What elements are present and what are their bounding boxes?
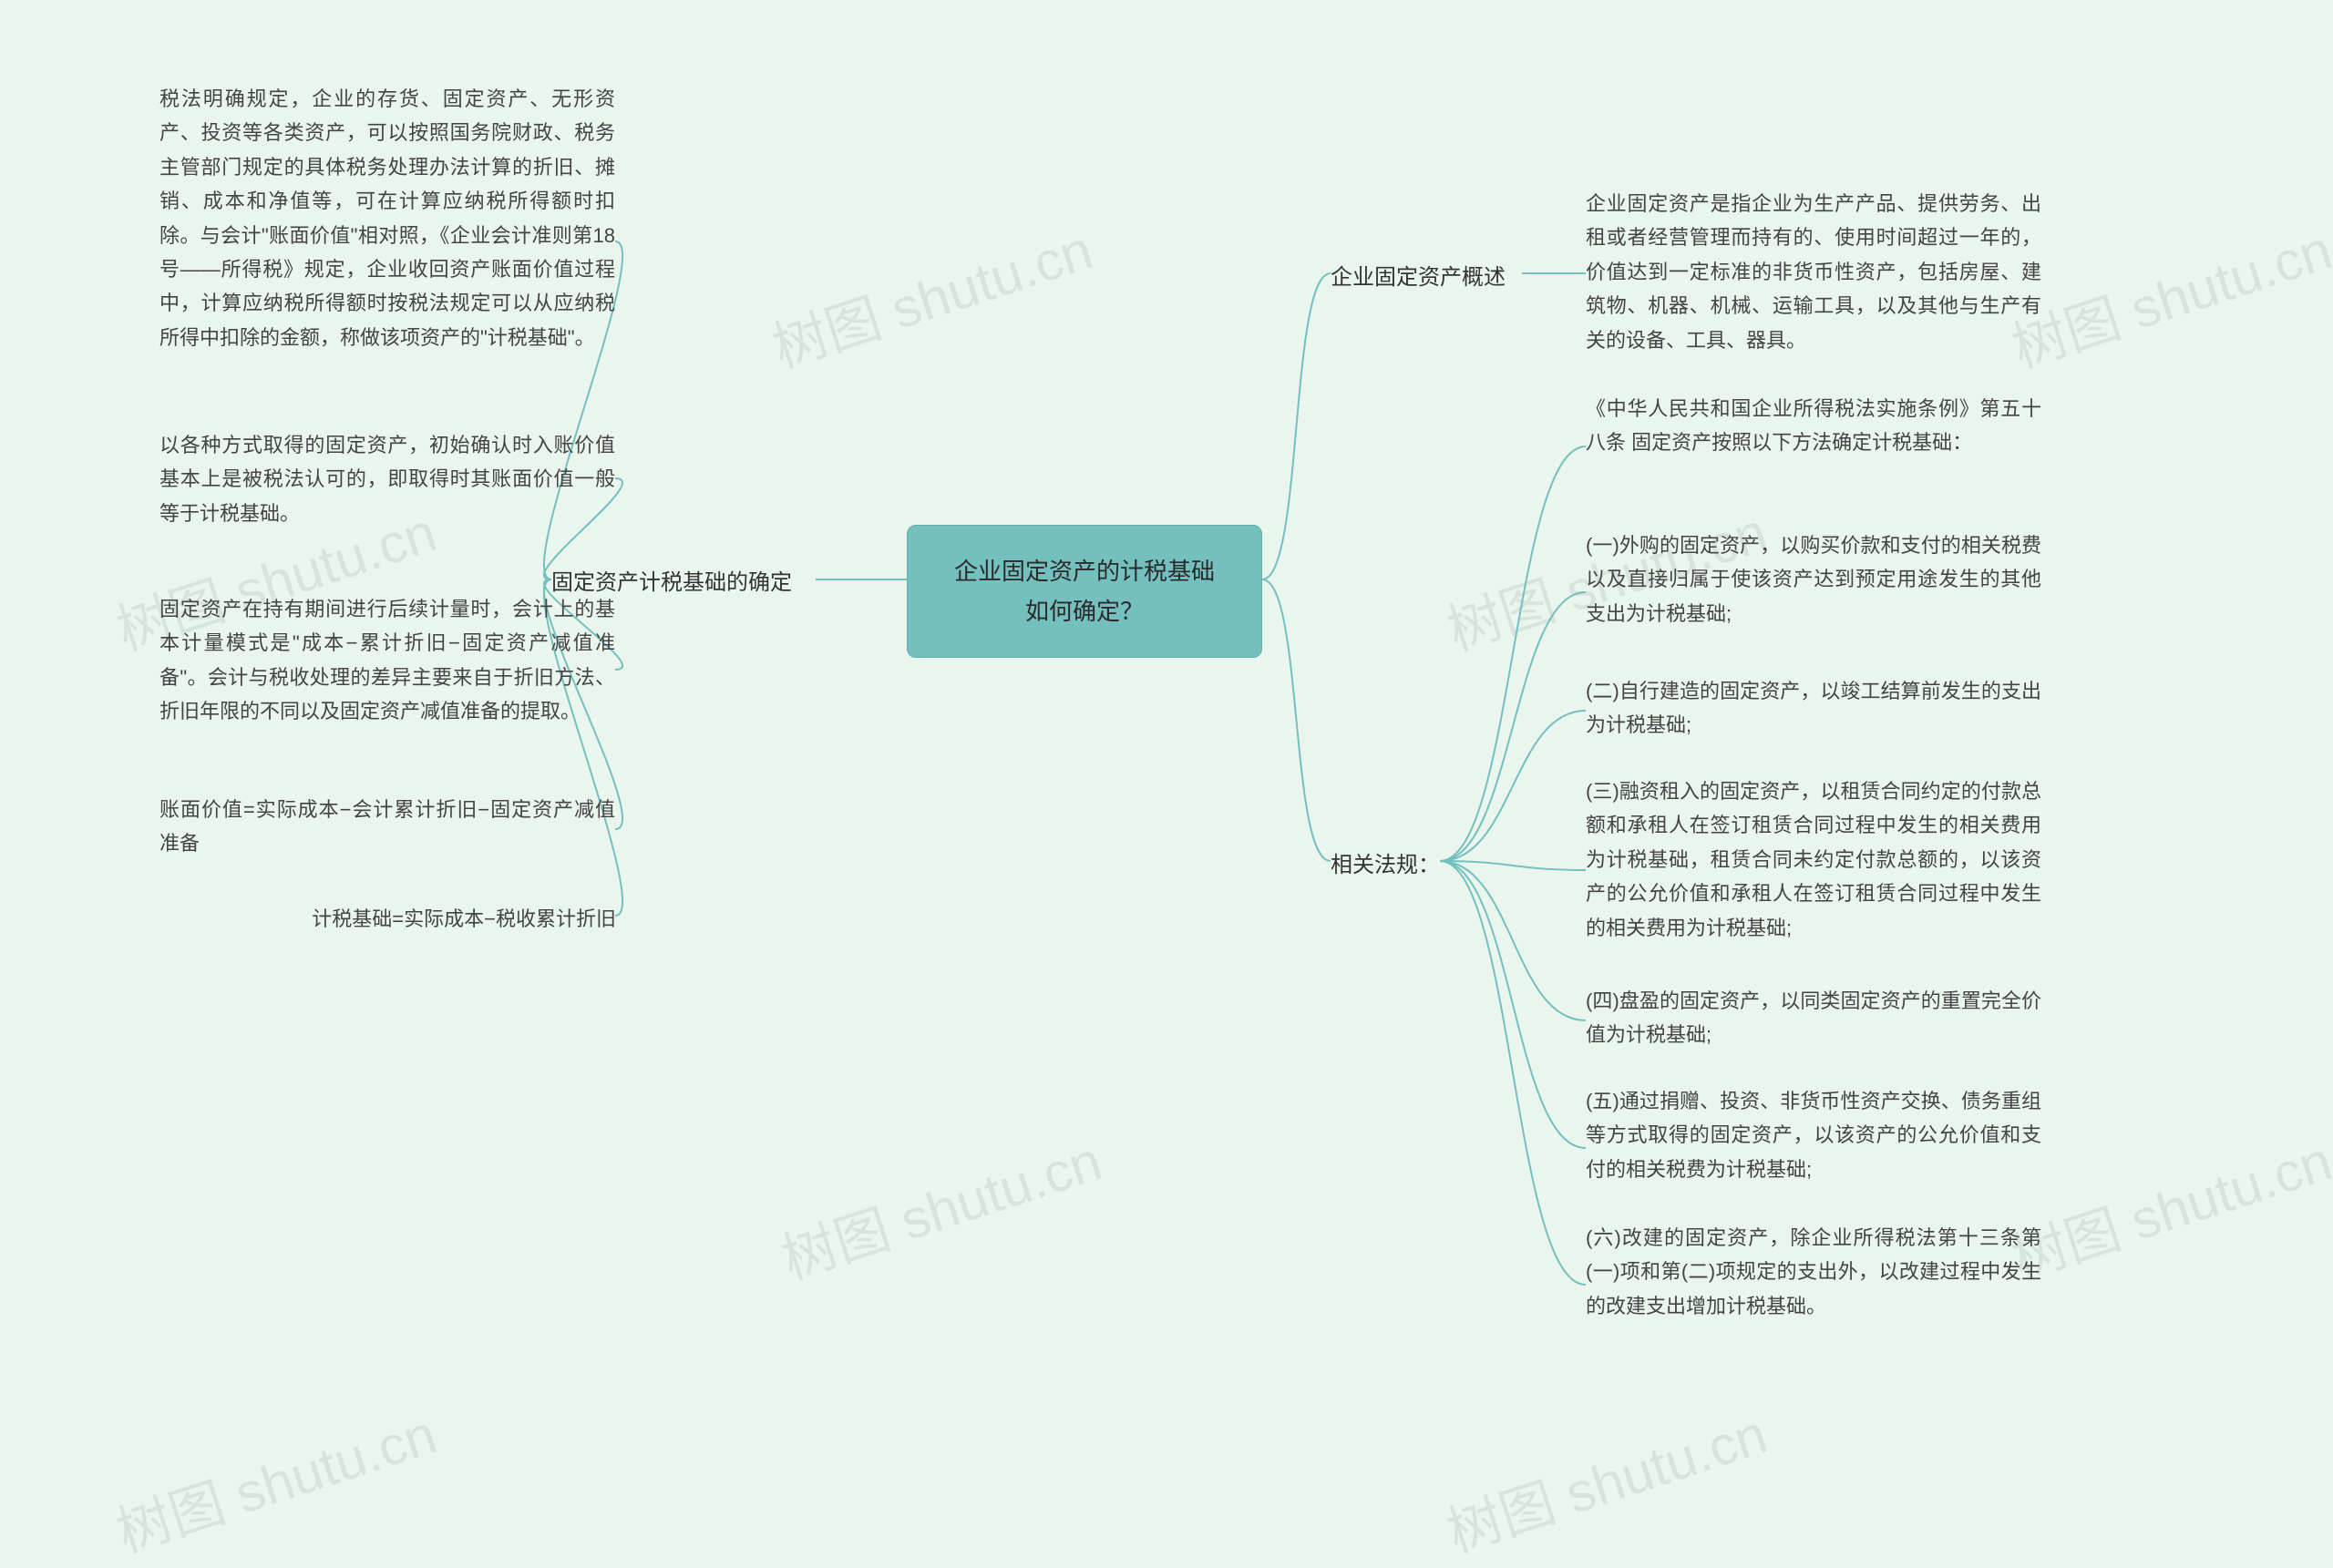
left-leaf: 账面价值=实际成本−会计累计折旧−固定资产减值准备: [159, 793, 615, 861]
right-leaf: 企业固定资产是指企业为生产产品、提供劳务、出租或者经营管理而持有的、使用时间超过…: [1586, 187, 2041, 357]
right-leaf: (一)外购的固定资产，以购买价款和支付的相关税费以及直接归属于使该资产达到预定用…: [1586, 528, 2041, 630]
right-leaf: (三)融资租入的固定资产，以租赁合同约定的付款总额和承租人在签订租赁合同过程中发…: [1586, 774, 2041, 945]
watermark: 树图 shutu.cn: [761, 206, 1101, 384]
watermark: 树图 shutu.cn: [1435, 1390, 1775, 1568]
right-leaf: (六)改建的固定资产，除企业所得税法第十三条第(一)项和第(二)项规定的支出外，…: [1586, 1221, 2041, 1323]
right-leaf: (四)盘盈的固定资产，以同类固定资产的重置完全价值为计税基础;: [1586, 984, 2041, 1052]
right-branch-regulations[interactable]: 相关法规：: [1331, 847, 1440, 885]
left-leaf: 计税基础=实际成本−税收累计折旧: [279, 902, 616, 936]
right-leaf: 《中华人民共和国企业所得税法实施条例》第五十八条 固定资产按照以下方法确定计税基…: [1586, 392, 2041, 460]
center-line1: 企业固定资产的计税基础: [940, 551, 1228, 591]
right-leaf: (五)通过捐赠、投资、非货币性资产交换、债务重组等方式取得的固定资产，以该资产的…: [1586, 1084, 2041, 1186]
right-leaf: (二)自行建造的固定资产，以竣工结算前发生的支出为计税基础;: [1586, 674, 2041, 743]
center-node[interactable]: 企业固定资产的计税基础 如何确定？: [907, 525, 1262, 658]
watermark: 树图 shutu.cn: [2000, 206, 2333, 384]
watermark: 树图 shutu.cn: [2000, 1117, 2333, 1295]
watermark: 树图 shutu.cn: [770, 1117, 1110, 1295]
watermark: 树图 shutu.cn: [105, 1390, 445, 1568]
right-branch-overview[interactable]: 企业固定资产概述: [1331, 260, 1506, 297]
left-leaf: 以各种方式取得的固定资产，初始确认时入账价值基本上是被税法认可的，即取得时其账面…: [159, 428, 615, 530]
left-leaf: 税法明确规定，企业的存货、固定资产、无形资产、投资等各类资产，可以按照国务院财政…: [159, 82, 615, 354]
center-line2: 如何确定？: [940, 591, 1228, 631]
left-leaf: 固定资产在持有期间进行后续计量时，会计上的基本计量模式是"成本−累计折旧−固定资…: [159, 592, 615, 729]
